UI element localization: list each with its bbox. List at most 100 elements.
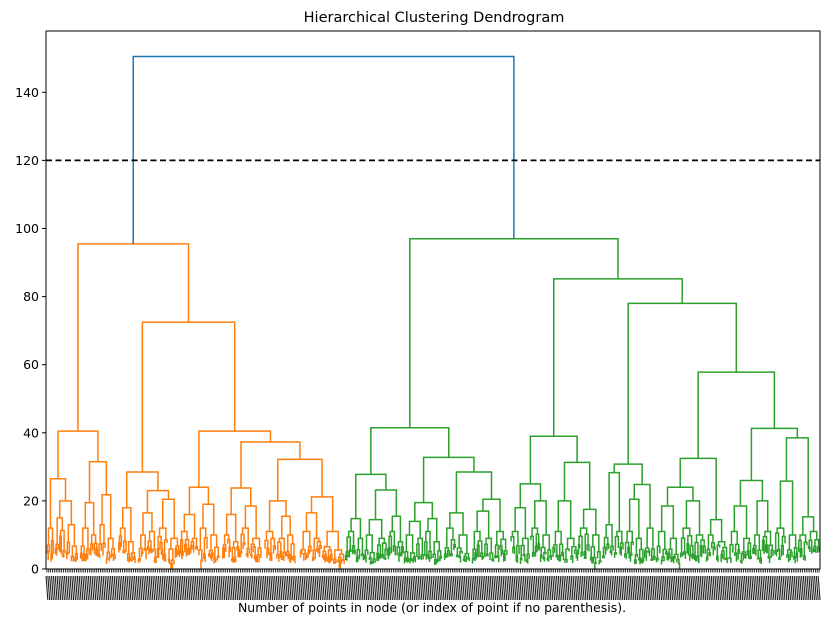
dendrogram-link <box>526 553 530 560</box>
leaf-label-mark <box>430 575 434 601</box>
dendrogram-link <box>520 544 525 559</box>
dendrogram-link <box>668 548 673 558</box>
dendrogram-link <box>286 550 290 557</box>
leaf-label-mark <box>782 575 786 601</box>
dendrogram-link <box>534 545 538 557</box>
dendrogram-link <box>289 555 293 564</box>
leaf-label-mark <box>297 575 301 601</box>
leaf-ticks <box>45 569 821 601</box>
dendrogram-link <box>163 539 168 555</box>
leaf-label-mark <box>436 575 440 601</box>
leaf-label-mark <box>780 575 784 601</box>
leaf-label-mark <box>268 575 272 601</box>
leaf-label-mark <box>216 575 220 601</box>
leaf-label-mark <box>721 575 725 601</box>
leaf-label-mark <box>203 575 207 601</box>
dendrogram-link <box>712 546 716 556</box>
dendrogram-link <box>537 542 541 551</box>
leaf-label-mark <box>264 575 268 601</box>
leaf-label-mark <box>719 575 723 601</box>
leaf-label-mark <box>633 575 637 601</box>
dendrogram-link <box>141 321 236 472</box>
leaf-label-mark <box>143 575 147 601</box>
dendrogram-link <box>70 555 75 562</box>
leaf-label-mark <box>613 575 616 601</box>
leaf-label-mark <box>227 575 231 601</box>
leaf-label-mark <box>487 575 491 601</box>
leaf-label-mark <box>367 575 371 601</box>
leaf-label-mark <box>62 575 65 601</box>
leaf-label-mark <box>148 575 152 601</box>
dendrogram-link <box>717 541 726 548</box>
leaf-label-mark <box>642 575 646 601</box>
dendrogram-link <box>502 553 506 562</box>
dendrogram-link <box>802 516 815 535</box>
leaf-label-mark <box>226 575 229 601</box>
dendrogram-link <box>699 544 703 558</box>
leaf-label-mark <box>200 575 204 601</box>
dendrogram-link <box>598 560 602 565</box>
dendrogram-link <box>627 546 631 559</box>
leaf-label-mark <box>86 575 89 601</box>
leaf-label-mark <box>467 575 471 601</box>
dendrogram-link <box>575 552 579 561</box>
dendrogram-link <box>50 539 55 554</box>
y-tick-label: 0 <box>31 562 39 577</box>
leaf-label-mark <box>165 575 169 601</box>
leaf-label-mark <box>742 575 745 601</box>
dendrogram-link <box>398 552 402 562</box>
leaf-label-mark <box>345 575 349 601</box>
leaf-label-mark <box>113 575 117 601</box>
y-tick-label: 80 <box>23 289 39 304</box>
dendrogram-link <box>565 548 570 560</box>
dendrogram-link <box>281 555 285 561</box>
dendrogram-link <box>126 552 131 562</box>
dendrogram-link <box>287 534 294 552</box>
dendrogram-link <box>346 536 351 552</box>
leaf-label-mark <box>644 575 648 601</box>
leaf-label-mark <box>340 575 344 601</box>
dendrogram-link <box>464 552 470 559</box>
leaf-label-mark <box>773 575 777 601</box>
leaf-label-mark <box>89 575 93 601</box>
dendrogram-link <box>370 426 450 475</box>
dendrogram-link <box>496 530 505 546</box>
leaf-label-mark <box>683 575 686 601</box>
leaf-label-mark <box>456 575 460 601</box>
dendrogram-link <box>246 547 250 554</box>
dendrogram-link <box>85 553 89 561</box>
dendrogram-link <box>99 523 105 545</box>
dendrogram-link <box>644 547 650 551</box>
dendrogram-link <box>266 547 270 559</box>
leaf-label-mark <box>275 575 279 601</box>
leaf-label-mark <box>194 575 198 601</box>
dendrogram-link <box>500 549 504 557</box>
leaf-label-mark <box>270 575 274 601</box>
leaf-label-mark <box>161 575 165 601</box>
dendrogram-link <box>391 515 402 542</box>
leaf-label-mark <box>375 575 379 601</box>
dendrogram-link <box>626 530 633 543</box>
leaf-label-mark <box>734 575 738 601</box>
leaf-label-mark <box>504 575 508 601</box>
leaf-label-mark <box>377 575 381 601</box>
leaf-label-mark <box>185 575 189 601</box>
dendrogram-link <box>256 554 260 563</box>
leaf-label-mark <box>220 575 224 601</box>
leaf-label-mark <box>273 575 277 601</box>
leaf-label-mark <box>707 575 710 601</box>
dendrogram-link <box>405 534 414 554</box>
dendrogram-link <box>702 545 706 554</box>
dendrogram-link <box>250 543 255 555</box>
dendrogram-link <box>279 550 283 560</box>
leaf-label-mark <box>60 575 64 601</box>
leaf-label-mark <box>511 575 515 601</box>
dendrogram-link <box>159 541 163 551</box>
dendrogram-link <box>729 544 734 559</box>
dendrogram-link <box>547 549 552 559</box>
leaf-label-mark <box>229 575 233 601</box>
leaf-label-mark <box>489 575 493 601</box>
dendrogram-link <box>516 544 520 556</box>
leaf-label-mark <box>82 575 86 601</box>
dendrogram-link <box>203 536 208 555</box>
